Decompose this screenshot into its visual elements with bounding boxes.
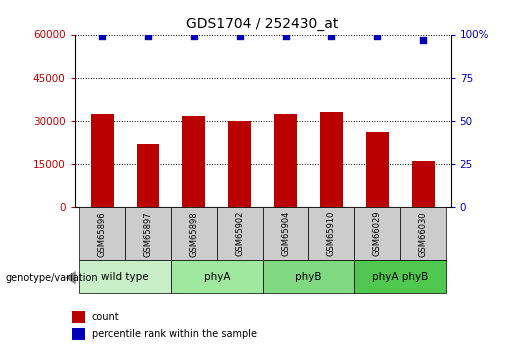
Point	[144, 33, 152, 39]
Text: genotype/variation: genotype/variation	[5, 273, 98, 283]
Bar	[91, 114, 114, 207]
Text: GSM66030: GSM66030	[419, 211, 427, 257]
Bar	[136, 144, 160, 207]
Bar	[79, 260, 171, 293]
Bar	[125, 207, 171, 260]
Bar	[400, 207, 446, 260]
Bar	[79, 207, 125, 260]
Bar	[263, 207, 308, 260]
Text: percentile rank within the sample: percentile rank within the sample	[92, 329, 257, 339]
Bar	[228, 121, 251, 207]
Bar	[182, 117, 205, 207]
Text: GSM65902: GSM65902	[235, 211, 244, 256]
Text: phyA phyB: phyA phyB	[372, 272, 428, 282]
Text: GSM65910: GSM65910	[327, 211, 336, 256]
Bar	[263, 260, 354, 293]
Bar	[366, 132, 389, 207]
Bar	[171, 260, 263, 293]
Text: GSM65897: GSM65897	[144, 211, 152, 257]
Bar	[320, 112, 343, 207]
Point	[190, 33, 198, 39]
Text: GSM66029: GSM66029	[373, 211, 382, 256]
Bar	[274, 114, 297, 207]
Polygon shape	[65, 271, 76, 285]
Bar	[354, 207, 400, 260]
Title: GDS1704 / 252430_at: GDS1704 / 252430_at	[186, 17, 339, 31]
Point	[98, 33, 106, 39]
Point	[419, 37, 427, 42]
Bar	[354, 260, 446, 293]
Text: GSM65904: GSM65904	[281, 211, 290, 256]
Point	[373, 33, 382, 39]
Point	[235, 33, 244, 39]
Text: count: count	[92, 312, 119, 322]
Bar	[72, 310, 84, 323]
Text: GSM65896: GSM65896	[98, 211, 107, 257]
Text: phyA: phyA	[203, 272, 230, 282]
Bar	[171, 207, 217, 260]
Bar	[308, 207, 354, 260]
Text: phyB: phyB	[295, 272, 322, 282]
Point	[328, 33, 336, 39]
Bar	[72, 328, 84, 340]
Bar	[411, 161, 435, 207]
Bar	[217, 207, 263, 260]
Point	[282, 33, 290, 39]
Text: GSM65898: GSM65898	[190, 211, 198, 257]
Text: wild type: wild type	[101, 272, 149, 282]
